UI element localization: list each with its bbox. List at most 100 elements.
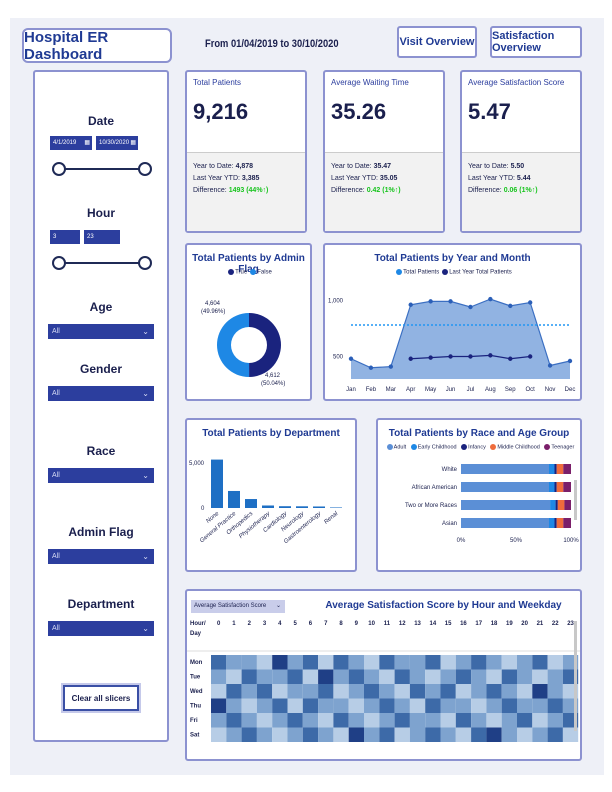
calendar-icon[interactable]: ▦ bbox=[84, 140, 90, 146]
heatmap-cell bbox=[364, 698, 380, 713]
point-last-year bbox=[488, 353, 493, 358]
corner-label-day: Day bbox=[190, 631, 202, 637]
date-slicer-label: Date bbox=[87, 114, 114, 128]
admin-flag-dropdown[interactable]: All ⌄ bbox=[48, 549, 154, 564]
last-year-label: Last Year YTD: bbox=[468, 175, 515, 182]
point-total-patients bbox=[527, 300, 533, 305]
heatmap-cell bbox=[379, 669, 395, 684]
category-label: Asian bbox=[442, 521, 457, 527]
last-year-value: 5.44 bbox=[516, 175, 531, 182]
ytd-value: 5.50 bbox=[510, 163, 525, 170]
category-label: White bbox=[442, 467, 458, 473]
heatmap-cell bbox=[501, 684, 517, 699]
point-last-year bbox=[527, 354, 533, 359]
heatmap-cell bbox=[211, 669, 227, 684]
point-last-year bbox=[508, 356, 513, 361]
point-total-patients bbox=[468, 304, 473, 310]
weekday-label: Fri bbox=[190, 718, 198, 724]
bar-segment-teenager bbox=[564, 500, 571, 510]
heatmap-cell bbox=[409, 655, 426, 670]
weekday-label: Mon bbox=[190, 660, 203, 666]
heatmap-cell bbox=[364, 713, 380, 728]
age-dropdown[interactable]: All ⌄ bbox=[48, 324, 154, 339]
heatmap-cell bbox=[532, 669, 548, 684]
heatmap-cell bbox=[455, 669, 472, 684]
slider-handle-left[interactable] bbox=[52, 256, 66, 270]
visit-overview-button[interactable]: Visit Overview bbox=[397, 26, 477, 58]
heatmap-cell bbox=[302, 669, 319, 684]
hour-header: 16 bbox=[460, 621, 467, 627]
point-total-patients bbox=[408, 302, 413, 307]
department-chart: Total Patients by Department 5,000 0 None G… bbox=[185, 418, 357, 572]
line-total-patients bbox=[350, 298, 571, 369]
legend-label: False bbox=[257, 269, 272, 276]
heatmap-cell bbox=[348, 698, 364, 713]
heatmap-cell bbox=[547, 684, 563, 699]
donut-chart: 4,604 (49.96%) 4,612 (50.04%) bbox=[201, 301, 285, 387]
legend-dot bbox=[250, 269, 257, 275]
x-tick-label: 100% bbox=[563, 538, 579, 544]
heatmap-cell bbox=[226, 684, 242, 699]
legend-label: Adult bbox=[393, 444, 407, 451]
measure-dropdown[interactable]: Average Satisfaction Score ⌄ bbox=[191, 600, 285, 613]
hour-header: 20 bbox=[521, 621, 528, 627]
hour-from-input[interactable]: 3 bbox=[50, 230, 80, 244]
scrollbar[interactable] bbox=[574, 480, 577, 520]
legend-dot bbox=[461, 444, 468, 450]
difference-value: 1493 (44%↑) bbox=[228, 187, 269, 194]
heatmap-cell bbox=[486, 698, 502, 713]
x-tick-label: 50% bbox=[510, 538, 523, 544]
satisfaction-overview-button[interactable]: Satisfaction Overview bbox=[490, 26, 582, 58]
heatmap-cell bbox=[440, 669, 456, 684]
legend-dot bbox=[442, 269, 449, 275]
data-label-false-pct: (50.04%) bbox=[261, 381, 285, 387]
slider-handle-right[interactable] bbox=[138, 162, 152, 176]
hour-range-slider[interactable] bbox=[52, 256, 152, 270]
race-dropdown[interactable]: All ⌄ bbox=[48, 468, 154, 483]
legend-label: True bbox=[235, 269, 248, 276]
heatmap-cell bbox=[256, 698, 273, 713]
heatmap-cell bbox=[379, 713, 395, 728]
heatmap-cell bbox=[318, 713, 334, 728]
x-tick-label: Nov bbox=[545, 387, 556, 393]
heatmap-cell bbox=[471, 727, 487, 742]
heatmap-cell bbox=[425, 698, 441, 713]
date-range-slider[interactable] bbox=[52, 162, 152, 176]
heatmap-cell bbox=[409, 727, 426, 742]
bar-neurology bbox=[296, 506, 308, 508]
heatmap-cell bbox=[517, 669, 533, 684]
heatmap-cell bbox=[501, 655, 517, 670]
chevron-down-icon: ⌄ bbox=[142, 389, 149, 398]
bar-segment-middle-childhood bbox=[556, 464, 564, 474]
hour-header: 17 bbox=[475, 621, 482, 627]
clear-all-slicers-button[interactable]: Clear all slicers bbox=[63, 685, 139, 711]
legend-dot bbox=[228, 269, 235, 275]
legend-label: Middle Childhood bbox=[497, 444, 540, 451]
hour-header: 23 bbox=[567, 621, 574, 627]
kpi-card-satisfaction: Average Satisfaction Score 5.47 Year to D… bbox=[460, 70, 582, 233]
gender-dropdown[interactable]: All ⌄ bbox=[48, 386, 154, 401]
chevron-down-icon: ⌄ bbox=[142, 624, 149, 633]
heatmap-cell bbox=[211, 713, 227, 728]
x-tick-label: 0% bbox=[457, 538, 466, 544]
slider-handle-right[interactable] bbox=[138, 256, 152, 270]
date-to-input[interactable]: 10/30/2020 ▦ bbox=[96, 136, 138, 150]
heatmap-cell bbox=[562, 727, 579, 742]
date-from-input[interactable]: 4/1/2019 ▦ bbox=[50, 136, 92, 150]
hour-header: 6 bbox=[309, 621, 313, 627]
race-value: All bbox=[52, 472, 60, 479]
heatmap-cell bbox=[256, 713, 273, 728]
calendar-icon[interactable]: ▦ bbox=[130, 140, 136, 146]
page-title: Hospital ER Dashboard bbox=[22, 28, 172, 63]
department-dropdown[interactable]: All ⌄ bbox=[48, 621, 154, 636]
heatmap-cell bbox=[501, 669, 517, 684]
bar-segment-teenager bbox=[563, 482, 571, 492]
bar-segment-early-childhood bbox=[550, 500, 556, 510]
heatmap-cell bbox=[486, 684, 502, 699]
heatmap-cell bbox=[211, 727, 227, 742]
heatmap-cell bbox=[455, 713, 472, 728]
hour-to-input[interactable]: 23 bbox=[84, 230, 120, 244]
slider-handle-left[interactable] bbox=[52, 162, 66, 176]
bar-segment-early-childhood bbox=[549, 482, 555, 492]
scrollbar[interactable] bbox=[574, 621, 577, 731]
